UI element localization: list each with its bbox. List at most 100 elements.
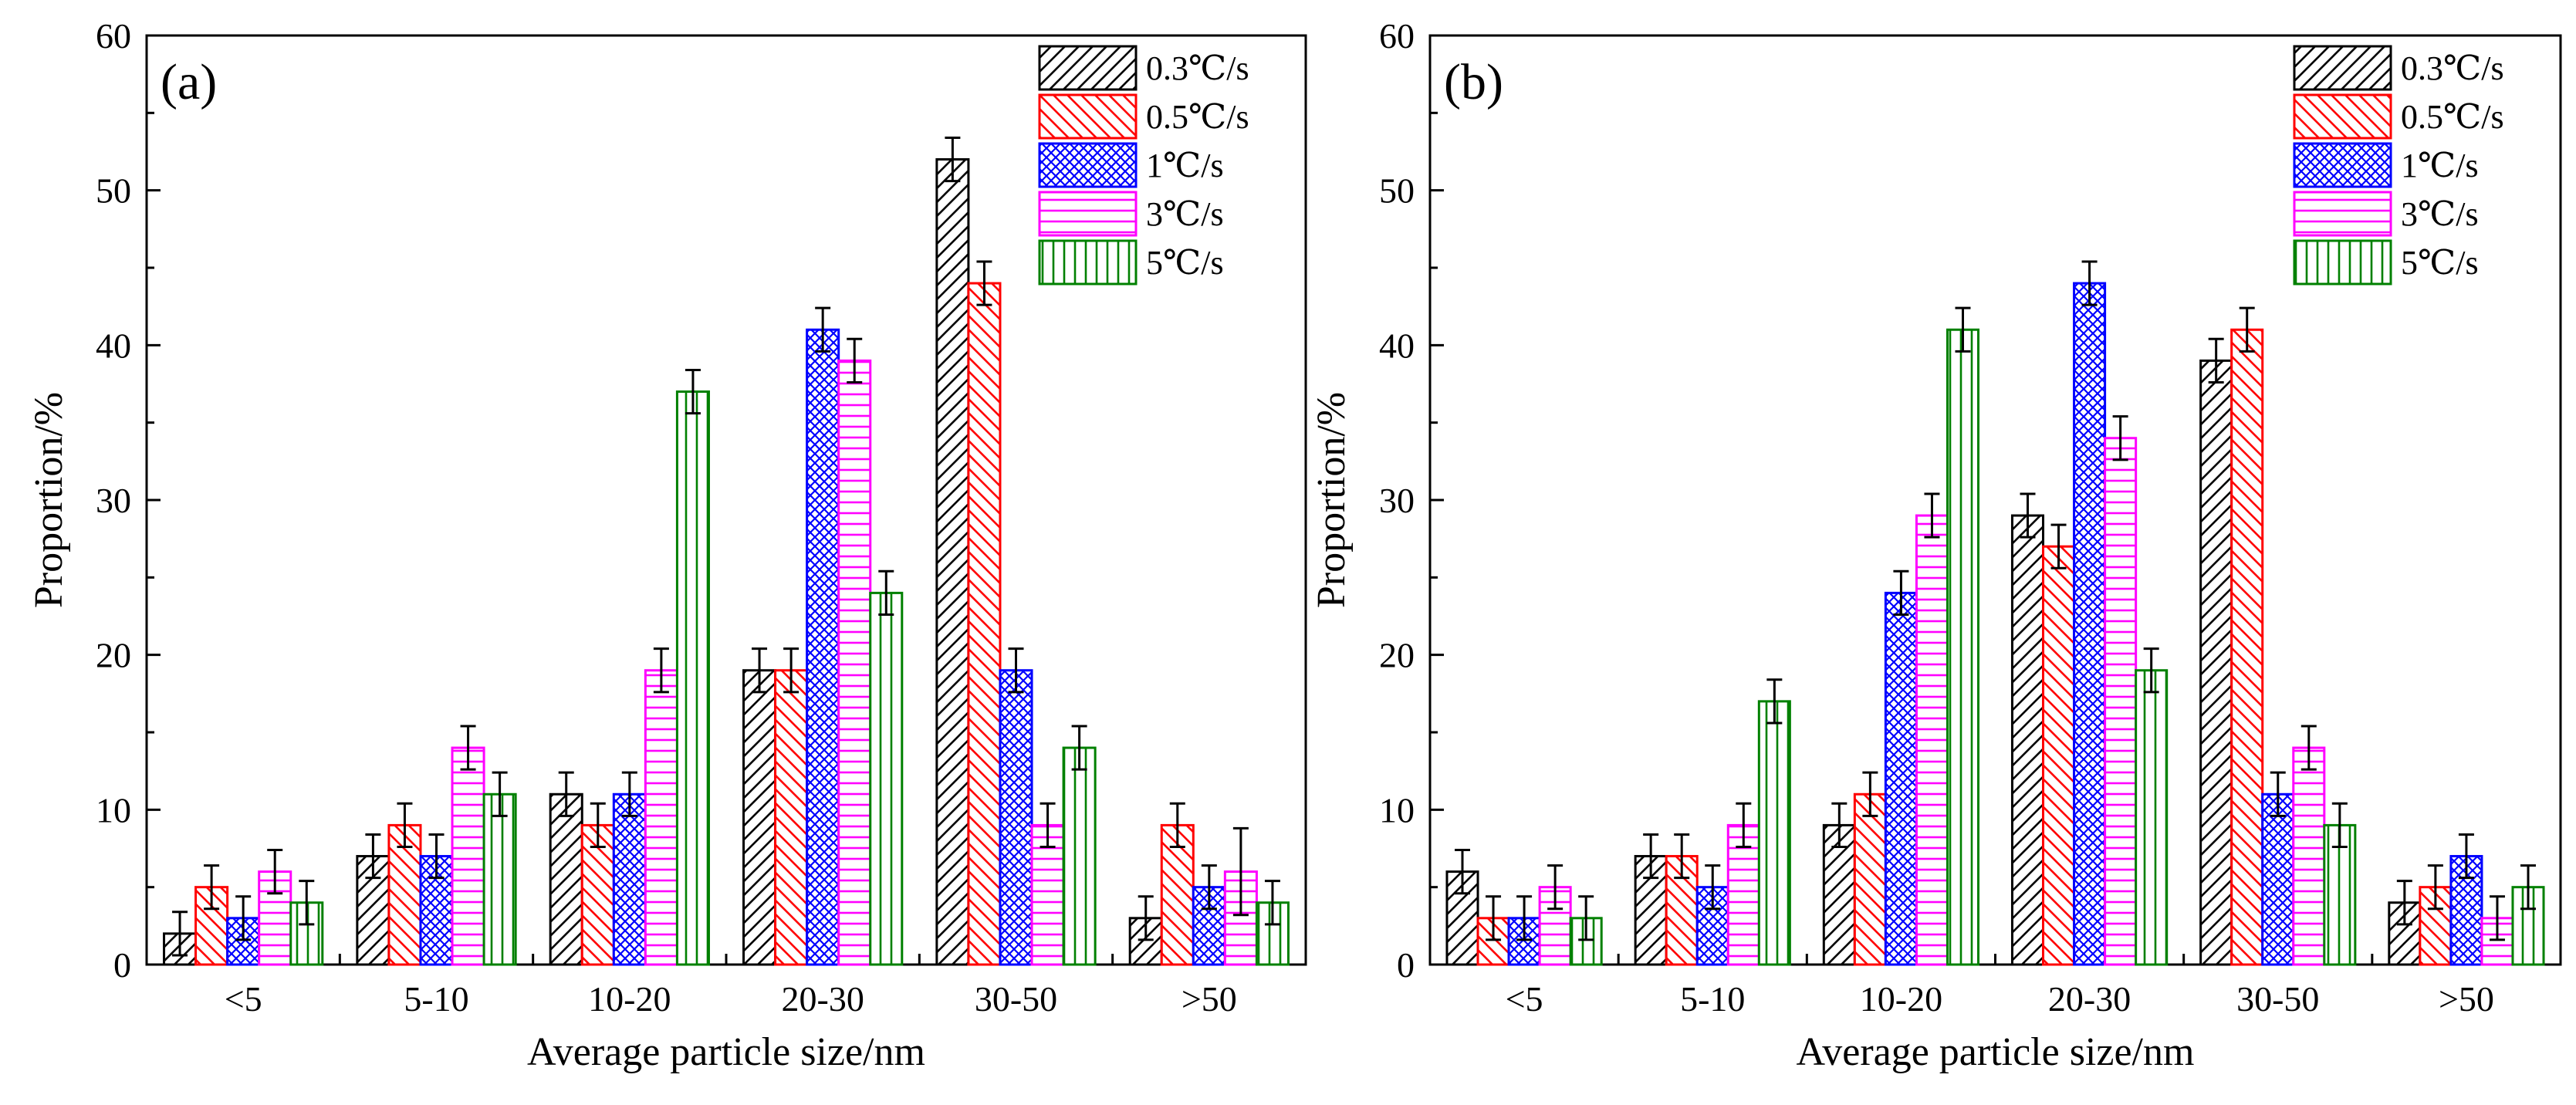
legend: 0.3℃/s 0.5℃/s 1℃/s 3℃/s 5℃/s — [2293, 45, 2504, 286]
error-bar — [2081, 260, 2098, 306]
y-axis-title: Proportion/% — [1310, 392, 1354, 608]
error-bar — [590, 802, 606, 848]
error-bar — [2458, 833, 2474, 880]
bar — [1946, 328, 1980, 966]
legend-label: 3℃/s — [2401, 195, 2479, 233]
legend: 0.3℃/s 0.5℃/s 1℃/s 3℃/s 5℃/s — [1038, 45, 1249, 286]
bar — [644, 669, 678, 966]
bar — [2073, 282, 2107, 966]
error-bar — [621, 771, 637, 817]
error-bar — [492, 771, 508, 817]
x-tick-label: 30-50 — [975, 979, 1057, 1019]
error-bar — [1862, 771, 1878, 817]
x-tick-label: 5-10 — [1680, 979, 1745, 1019]
bar — [675, 390, 710, 966]
error-bar — [1736, 802, 1752, 848]
bar — [1665, 855, 1699, 966]
error-bar — [1766, 678, 1783, 725]
error-bar — [783, 647, 800, 694]
error-bar — [2112, 415, 2128, 461]
bar — [2135, 669, 2169, 966]
legend-label: 1℃/s — [1146, 147, 1224, 184]
bar — [1822, 823, 1856, 966]
error-bar — [2427, 864, 2443, 911]
legend-swatch — [2293, 142, 2392, 188]
x-tick-label: 5-10 — [404, 979, 468, 1019]
x-tick-label: >50 — [1182, 979, 1237, 1019]
error-bar — [365, 833, 381, 880]
error-bar — [752, 647, 768, 694]
x-tick-label: 20-30 — [2048, 979, 2131, 1019]
legend-swatch — [1038, 45, 1138, 91]
error-bar — [2208, 337, 2224, 384]
bar — [387, 823, 422, 966]
bar — [999, 669, 1033, 966]
error-bar — [1008, 647, 1024, 694]
error-bar — [1674, 833, 1690, 880]
error-bar — [2489, 895, 2505, 941]
bar — [482, 792, 517, 966]
error-bar — [1547, 864, 1564, 911]
error-bar — [2239, 306, 2255, 353]
y-tick-label: 60 — [96, 16, 131, 56]
y-tick-label: 20 — [96, 636, 131, 675]
x-tick-label: <5 — [225, 979, 262, 1019]
bar — [1062, 746, 1097, 966]
error-bar — [2331, 802, 2348, 848]
error-bar — [235, 895, 252, 941]
legend-swatch — [1038, 239, 1138, 286]
error-bar — [685, 368, 701, 415]
y-tick-label: 40 — [1379, 326, 1415, 365]
bar — [549, 792, 583, 966]
error-bar — [1643, 833, 1659, 880]
bar — [837, 359, 872, 966]
bar — [1915, 514, 1949, 966]
error-bar — [1516, 895, 1533, 941]
y-tick-label: 60 — [1379, 16, 1415, 56]
error-bar — [299, 880, 315, 926]
legend-swatch — [2293, 239, 2392, 286]
error-bar — [2020, 492, 2036, 539]
bar — [2261, 792, 2295, 966]
y-tick-label: 30 — [96, 481, 131, 520]
error-bar — [2520, 864, 2536, 911]
legend-label: 1℃/s — [2401, 147, 2479, 184]
legend-swatch — [1038, 142, 1138, 188]
error-bar — [847, 337, 863, 384]
x-axis-title: Average particle size/nm — [1797, 1030, 2195, 1074]
bar — [967, 282, 1002, 966]
error-bar — [2143, 647, 2159, 694]
legend-label: 3℃/s — [1146, 195, 1224, 233]
x-tick-label: 20-30 — [782, 979, 864, 1019]
x-tick-label: <5 — [1506, 979, 1543, 1019]
error-bar — [1486, 895, 1502, 941]
x-tick-label: 30-50 — [2236, 979, 2319, 1019]
legend-label: 0.3℃/s — [1146, 49, 1249, 87]
x-tick-label: 10-20 — [1860, 979, 1942, 1019]
y-tick-label: 10 — [96, 790, 131, 830]
bar — [806, 328, 840, 966]
error-bar — [558, 771, 574, 817]
error-bar — [1232, 826, 1249, 917]
error-bar — [2270, 771, 2286, 817]
chart-panel-a: 0 10 20 30 40 50 60 <5 5-10 10-20 20-30 30-50 >50 Ave… — [27, 16, 1307, 1074]
error-bar — [2396, 880, 2412, 926]
bar — [2292, 746, 2326, 966]
y-tick-label: 20 — [1379, 636, 1415, 675]
y-tick-label: 30 — [1379, 481, 1415, 520]
error-bar — [1955, 306, 1971, 353]
chart-panel-b: 0 10 20 30 40 50 60 <5 5-10 10-20 20-30 30-50 >50 Ave… — [1310, 16, 2562, 1074]
error-bar — [172, 911, 188, 957]
bar — [1884, 591, 1918, 966]
bar — [612, 792, 647, 966]
y-tick-label: 50 — [96, 171, 131, 211]
error-bar — [1264, 880, 1280, 926]
panel-label: (a) — [161, 54, 217, 110]
bar — [742, 669, 777, 966]
legend-swatch — [2293, 191, 2392, 237]
error-bar — [815, 306, 831, 353]
error-bar — [1455, 849, 1470, 895]
bar — [451, 746, 485, 966]
error-bar — [1924, 492, 1940, 539]
